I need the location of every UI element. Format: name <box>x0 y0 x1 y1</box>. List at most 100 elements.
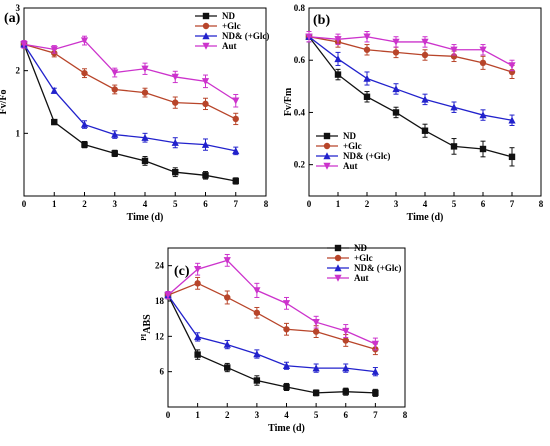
data-point <box>392 38 400 46</box>
data-point <box>111 130 119 138</box>
data-point <box>421 51 429 59</box>
data-point <box>141 133 149 141</box>
legend-marker <box>202 32 210 40</box>
y-tick-label: 18 <box>155 296 165 306</box>
data-point <box>479 46 487 54</box>
data-point <box>232 115 239 123</box>
series-ND <box>20 40 239 185</box>
data-point <box>141 65 149 73</box>
data-point <box>342 364 350 372</box>
y-tick-label: 6 <box>160 367 165 377</box>
data-point <box>253 377 261 384</box>
x-tick-label: 2 <box>82 199 87 209</box>
legend-label: +Glc <box>343 141 362 151</box>
legend-label: ND& (+Glc) <box>343 151 390 161</box>
data-point <box>371 367 379 375</box>
y-tick-label: 2 <box>16 66 21 76</box>
legend-label: +Glc <box>222 21 241 31</box>
y-tick-label: 0.8 <box>294 3 306 13</box>
series-line <box>308 36 513 73</box>
data-point <box>224 294 231 301</box>
data-point <box>202 100 209 108</box>
x-tick-label: 7 <box>373 410 378 420</box>
data-point <box>305 33 313 41</box>
series-line <box>308 36 513 121</box>
data-point <box>253 309 261 316</box>
data-point <box>111 69 119 77</box>
series-Aut <box>305 31 516 72</box>
y-tick-label: 3 <box>16 3 21 13</box>
x-tick-label: 3 <box>113 199 118 209</box>
data-point <box>164 291 172 299</box>
data-point <box>334 36 342 44</box>
legend-label: ND& (+Glc) <box>354 263 401 273</box>
data-point <box>201 140 210 148</box>
data-point <box>81 141 88 148</box>
data-point <box>253 350 261 358</box>
legend-label: ND& (+Glc) <box>222 31 269 41</box>
data-point <box>334 71 342 78</box>
legend-marker <box>334 254 342 262</box>
legend-label: ND <box>222 11 235 21</box>
x-tick-label: 6 <box>481 199 486 209</box>
data-point <box>312 328 320 335</box>
data-point <box>283 326 290 333</box>
data-point <box>223 257 231 265</box>
series-Aut <box>20 35 240 108</box>
data-point <box>371 340 379 348</box>
data-point <box>80 37 89 45</box>
data-point <box>363 46 371 53</box>
x-tick-label: 4 <box>423 199 428 209</box>
data-point <box>171 138 179 146</box>
legend-marker <box>323 132 331 140</box>
data-point <box>508 62 516 70</box>
data-point <box>282 300 291 308</box>
series-ND <box>164 291 379 397</box>
series-line <box>167 294 376 373</box>
x-tick-label: 4 <box>284 410 289 420</box>
x-axis-title: Time (d) <box>407 212 444 223</box>
data-point <box>171 73 179 81</box>
data-point <box>202 172 209 179</box>
x-tick-label: 1 <box>336 199 341 209</box>
series-NDGlc <box>20 40 240 156</box>
legend-marker <box>202 22 210 30</box>
y-axis-title: Fv/Fm <box>283 87 294 116</box>
legend-label: Aut <box>354 273 369 283</box>
series-line <box>308 36 513 158</box>
data-point <box>334 55 342 63</box>
x-axis-title: Time (d) <box>127 212 164 223</box>
x-tick-label: 7 <box>234 199 239 209</box>
data-point <box>253 287 261 295</box>
x-tick-label: 8 <box>403 410 408 420</box>
data-point <box>363 93 371 100</box>
data-point <box>224 364 231 371</box>
data-point <box>342 337 349 344</box>
data-point <box>111 86 118 93</box>
data-point <box>51 118 58 126</box>
data-point <box>201 78 210 86</box>
y-axis-title: Fv/Fo <box>0 90 9 115</box>
data-point <box>392 85 400 93</box>
data-point <box>172 99 179 106</box>
data-point <box>50 86 58 94</box>
y-axis-title: PIABS <box>140 314 153 341</box>
legend-label: ND <box>354 243 367 253</box>
data-point <box>312 389 320 397</box>
data-point <box>194 280 201 287</box>
x-axis-title: Time (d) <box>268 423 305 434</box>
legend-label: ND <box>343 131 356 141</box>
x-tick-label: 2 <box>225 410 230 420</box>
data-point <box>194 266 202 273</box>
data-point <box>508 153 516 161</box>
data-point <box>80 120 89 128</box>
x-tick-label: 1 <box>52 199 57 209</box>
x-tick-label: 1 <box>195 410 200 420</box>
data-point <box>450 46 458 54</box>
x-tick-label: 5 <box>173 199 178 209</box>
legend-marker <box>334 264 342 272</box>
series-line <box>23 39 237 102</box>
legend-marker <box>202 12 210 20</box>
